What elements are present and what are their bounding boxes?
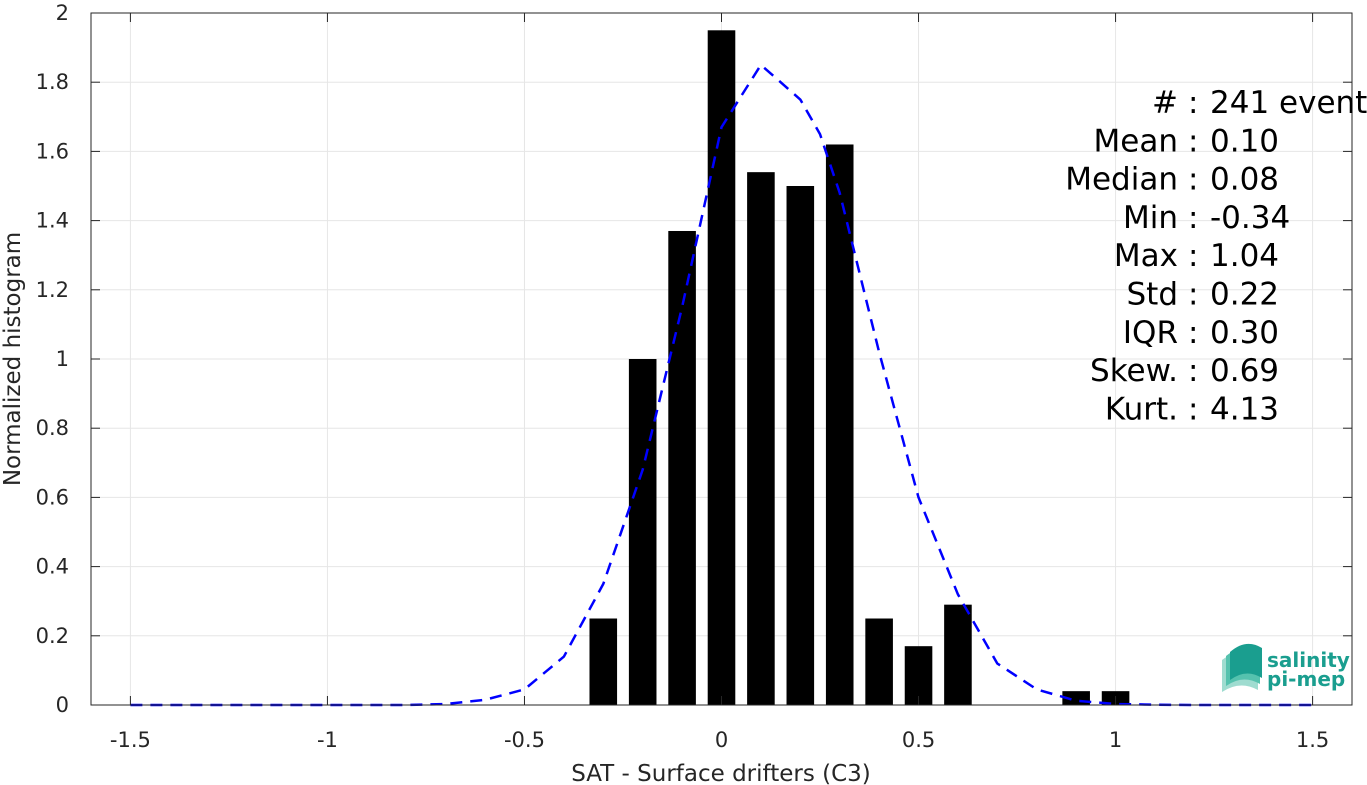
x-tick-label: 0 (715, 728, 728, 752)
stat-colon: : (1188, 277, 1198, 313)
stat-value: 1.04 (1210, 238, 1279, 274)
histogram-bar (707, 30, 736, 706)
x-tick-label: -1.5 (110, 728, 151, 752)
stat-label: Min (1123, 200, 1178, 236)
x-tick-label: 1.5 (1296, 728, 1329, 752)
histogram-bar (589, 618, 618, 705)
logo-line1: salinity (1267, 648, 1350, 672)
histogram-bar (668, 230, 696, 706)
histogram-bar (825, 144, 854, 706)
y-tick-label: 0 (56, 693, 69, 717)
x-axis-label: SAT - Surface drifters (C3) (571, 761, 871, 785)
histogram-bar (628, 359, 657, 705)
y-tick-label: 0.8 (36, 416, 69, 440)
stat-colon: : (1188, 85, 1198, 121)
y-tick-label: 0.6 (36, 485, 69, 509)
salinity-pi-mep-logo: salinity pi-mep (1222, 643, 1350, 692)
y-tick-label: 2 (56, 1, 69, 25)
y-tick-label: 1.4 (36, 209, 69, 233)
y-tick-label: 0.4 (36, 555, 69, 579)
stat-row: Skew.:0.69 (1090, 353, 1279, 389)
x-tick-label: 1 (1109, 728, 1122, 752)
y-tick-labels: 0 0.2 0.4 0.6 0.8 1 1.2 1.4 1.6 1.8 2 (36, 1, 69, 717)
y-tick-label: 1 (56, 347, 69, 371)
stat-row: Mean:0.10 (1094, 123, 1280, 159)
stat-row: Kurt.:4.13 (1105, 391, 1279, 427)
stat-row: Std:0.22 (1126, 277, 1279, 313)
x-tick-labels: -1.5 -1 -0.5 0 0.5 1 1.5 (110, 728, 1329, 752)
y-tick-label: 0.2 (36, 624, 69, 648)
y-tick-label: 1.2 (36, 278, 69, 302)
stat-row: Max:1.04 (1114, 238, 1279, 274)
histogram-bar (865, 618, 893, 705)
x-tick-label: 0.5 (902, 728, 935, 752)
tick-marks (91, 12, 1352, 706)
logo-line2: pi-mep (1267, 667, 1345, 691)
stat-colon: : (1188, 315, 1198, 351)
x-tick-label: -1 (317, 728, 338, 752)
y-tick-label: 1.6 (36, 139, 69, 163)
stat-value: 0.08 (1210, 162, 1279, 198)
x-tick-label: -0.5 (504, 728, 545, 752)
stat-colon: : (1188, 200, 1198, 236)
stat-value: 4.13 (1210, 391, 1279, 427)
stat-value: 0.22 (1210, 277, 1279, 313)
stat-value: 241 events (1210, 85, 1367, 121)
y-tick-label: 1.8 (36, 70, 69, 94)
stat-label: Max (1114, 238, 1178, 274)
stat-row: Median:0.08 (1065, 162, 1279, 198)
histogram-bar (904, 646, 933, 705)
histogram-bar (944, 604, 972, 705)
histogram-bar (786, 186, 815, 705)
stat-row: Min: -0.34 (1123, 200, 1290, 236)
histogram-bar (747, 172, 775, 705)
wave-stack-icon (1222, 643, 1262, 692)
stat-value: 0.30 (1210, 315, 1279, 351)
stat-value: 0.69 (1210, 353, 1279, 389)
histogram-bars (589, 30, 1130, 706)
stat-label: Median (1065, 162, 1178, 198)
stat-label: # (1152, 85, 1178, 121)
stat-label: Kurt. (1105, 391, 1178, 427)
stat-value: -0.34 (1210, 200, 1290, 236)
stat-colon: : (1188, 123, 1198, 159)
stat-label: IQR (1123, 315, 1178, 351)
stat-colon: : (1188, 391, 1198, 427)
stat-colon: : (1188, 238, 1198, 274)
y-axis-label: Normalized histogram (0, 232, 26, 486)
stat-colon: : (1188, 353, 1198, 389)
stat-row: IQR:0.30 (1123, 315, 1279, 351)
stat-value: 0.10 (1210, 123, 1279, 159)
stat-label: Std (1126, 277, 1178, 313)
stat-row: #:241 events (1152, 85, 1367, 121)
stat-label: Mean (1094, 123, 1178, 159)
stat-label: Skew. (1090, 353, 1178, 389)
stat-colon: : (1188, 162, 1198, 198)
